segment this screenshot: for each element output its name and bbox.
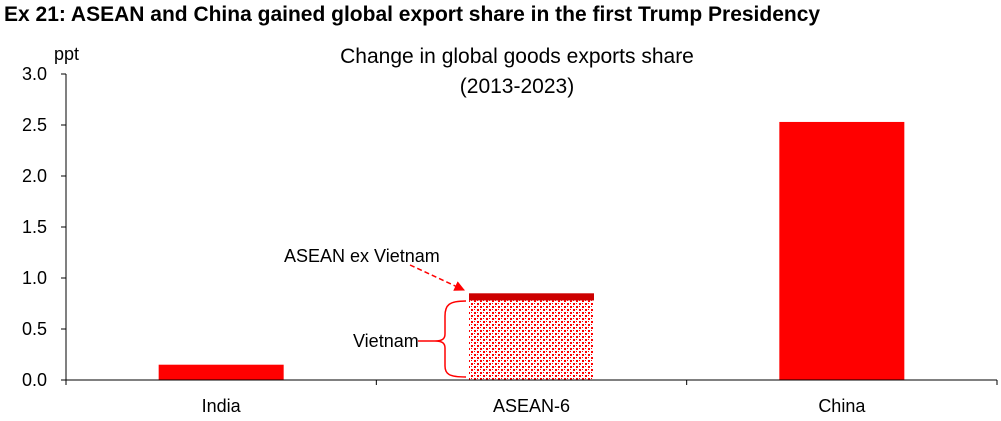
x-tick-label: China xyxy=(818,396,866,416)
y-axis: 0.0 0.5 1.0 1.5 2.0 2.5 3.0 xyxy=(22,64,67,390)
y-tick-label: 0.0 xyxy=(22,370,47,390)
bar-china xyxy=(779,121,905,380)
chart-title: Change in global goods exports share xyxy=(340,45,694,68)
y-tick-label: 3.0 xyxy=(22,64,47,84)
y-tick-label: 0.5 xyxy=(22,319,47,339)
chart-subtitle: (2013-2023) xyxy=(460,75,574,98)
y-tick-label: 2.5 xyxy=(22,115,47,135)
annotation-asean-ex-vietnam-label: ASEAN ex Vietnam xyxy=(284,246,440,266)
annotation-asean-ex-vietnam: ASEAN ex Vietnam xyxy=(284,246,465,291)
bar-segment-asean-ex-vietnam xyxy=(469,293,594,301)
exhibit-title: Ex 21: ASEAN and China gained global exp… xyxy=(4,3,821,26)
x-tick-label: India xyxy=(202,396,242,416)
y-tick-label: 1.5 xyxy=(22,217,47,237)
x-axis: India ASEAN-6 China xyxy=(65,379,998,416)
annotation-vietnam-label: Vietnam xyxy=(353,331,419,351)
vietnam-brace xyxy=(434,300,467,378)
y-tick-label: 2.0 xyxy=(22,166,47,186)
bar-india xyxy=(158,364,284,380)
annotation-arrow xyxy=(409,264,465,291)
bars xyxy=(158,121,905,380)
annotation-vietnam: Vietnam xyxy=(353,300,467,378)
x-tick-label: ASEAN-6 xyxy=(493,396,570,416)
bar-segment-vietnam xyxy=(469,300,594,380)
y-axis-unit-label: ppt xyxy=(54,44,79,64)
y-tick-label: 1.0 xyxy=(22,268,47,288)
